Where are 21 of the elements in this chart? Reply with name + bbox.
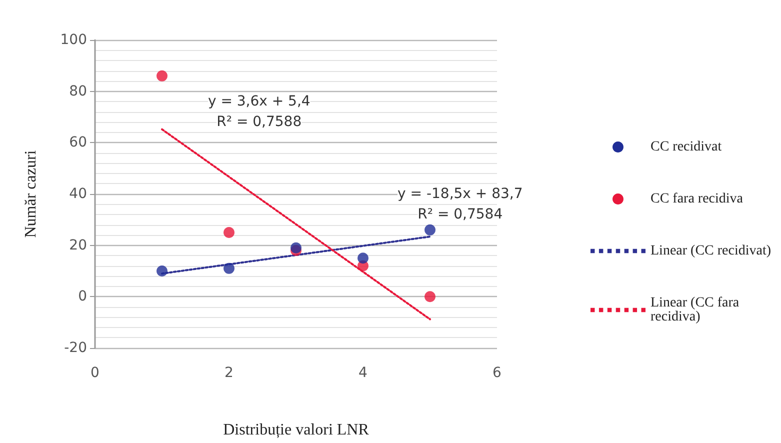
x-tick-label: 4 xyxy=(358,365,368,381)
y-tick-label: -20 xyxy=(64,340,87,356)
annotation: R² = 0,7584 xyxy=(418,206,503,223)
x-axis-title: Distribuție valori LNR xyxy=(223,422,370,438)
legend-label: CC recidivat xyxy=(650,140,722,154)
legend-label: Linear (CC fara recidiva) xyxy=(650,296,743,324)
y-tick-label: 0 xyxy=(78,288,87,305)
y-tick-label: 20 xyxy=(69,237,87,254)
annotation: y = 3,6x + 5,4 xyxy=(208,94,310,110)
x-tick-label: 0 xyxy=(90,365,100,381)
legend-label: Linear (CC recidivat) xyxy=(650,244,772,258)
x-tick-label: 6 xyxy=(492,365,502,381)
annotation: y = -18,5x + 83,7 xyxy=(398,186,523,202)
y-tick-label: 80 xyxy=(69,83,87,100)
x-tick-label: 2 xyxy=(224,365,234,381)
y-tick-label: 40 xyxy=(69,186,87,202)
y-tick-label: 60 xyxy=(69,134,87,151)
y-axis-title: Număr cazuri xyxy=(22,150,40,238)
y-tick-label: 100 xyxy=(60,32,87,48)
legend-label: CC fara recidiva xyxy=(650,192,744,206)
annotation: R² = 0,7588 xyxy=(216,114,302,130)
